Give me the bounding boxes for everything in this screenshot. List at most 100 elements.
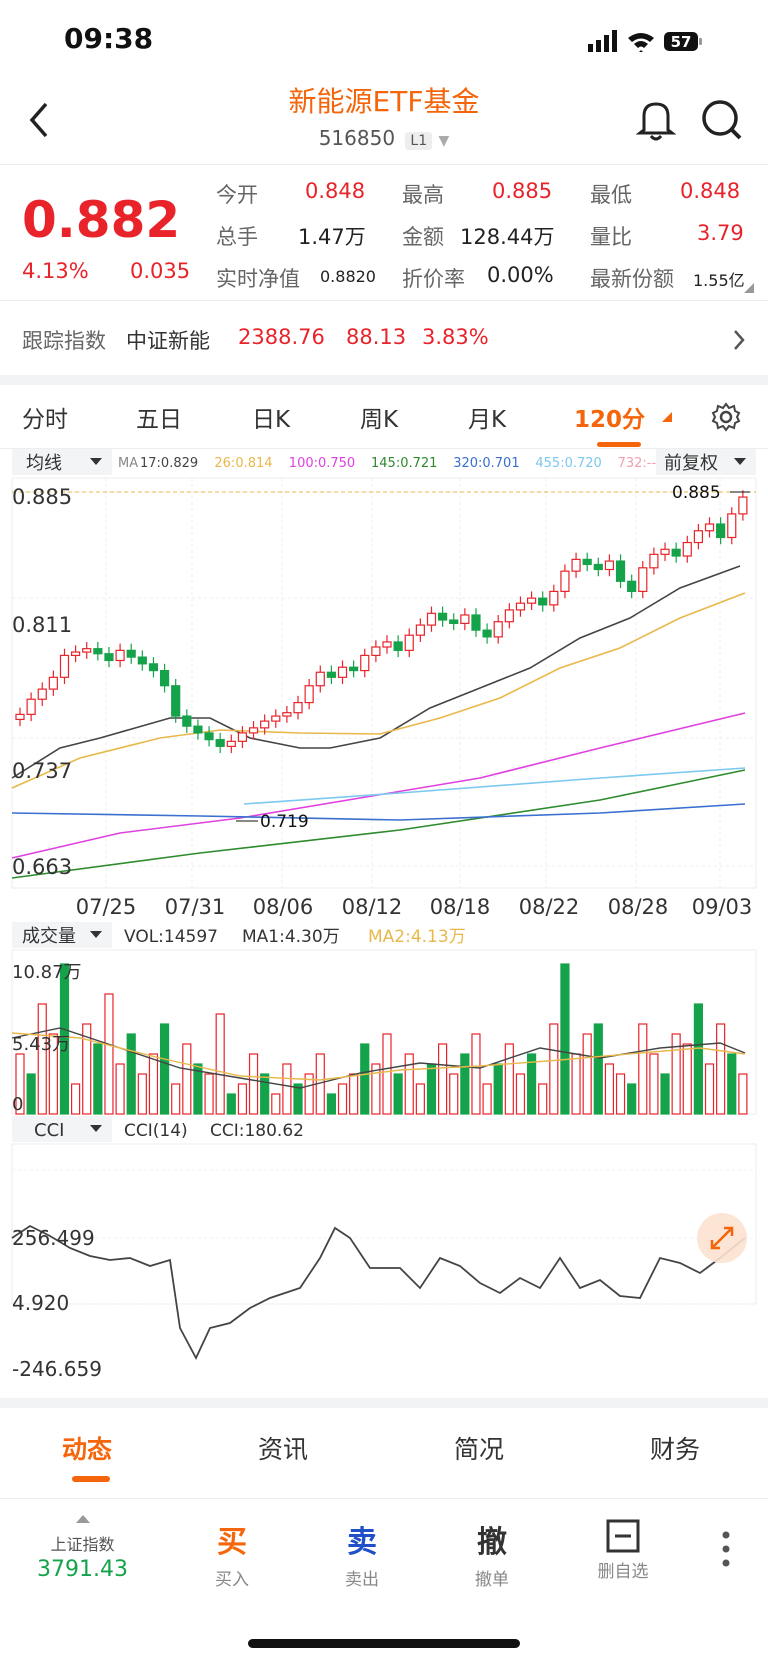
ma-legend-item: 26:0.814 <box>214 456 272 471</box>
tracking-index-name: 中证新能 <box>126 329 210 353</box>
volume-bar <box>604 1063 615 1115</box>
volume-bar <box>582 1033 592 1115</box>
volume-bar <box>59 963 70 1115</box>
high-value: 0.885 <box>492 179 553 203</box>
candle-body <box>493 621 503 638</box>
tab-five-day[interactable]: 五日 <box>136 407 182 433</box>
change-percent: 4.13% <box>22 259 89 283</box>
amount-label: 金额 <box>402 225 444 249</box>
volume-bar <box>649 1053 659 1115</box>
volume-bar <box>449 1073 459 1115</box>
ma-legend-item: 455:0.720 <box>535 456 601 471</box>
cci-value: CCI:180.62 <box>210 1121 304 1141</box>
volume-bar <box>716 1023 726 1115</box>
x-axis-label: 08/12 <box>342 895 403 919</box>
ma-legend-item: 145:0.721 <box>371 456 437 471</box>
bottom-toolbar: 上证指数 3791.43 买 买入 卖 卖出 撤 撤单 删自选 <box>0 1498 768 1664</box>
fund-code-row[interactable]: 516850 L1 ▼ <box>0 126 768 150</box>
buy-button[interactable]: 买 买入 <box>192 1517 272 1590</box>
volume-bar <box>171 1083 181 1115</box>
candle-body <box>627 580 637 592</box>
tab-intraday[interactable]: 分时 <box>22 407 68 433</box>
candle-body <box>71 651 81 657</box>
candle-body <box>37 688 47 700</box>
volume-ma1: MA1:4.30万 <box>242 927 340 947</box>
volume-value: 1.47万 <box>298 225 366 249</box>
tab-120min[interactable]: 120分 <box>574 407 646 433</box>
volume-y-max: 10.87万 <box>12 962 82 983</box>
back-icon[interactable] <box>26 100 52 140</box>
volume-bar <box>337 1083 348 1115</box>
tab-weekly[interactable]: 周K <box>360 407 399 433</box>
wifi-icon <box>628 33 654 52</box>
bell-icon[interactable] <box>636 98 676 142</box>
candle-body <box>382 641 392 648</box>
buy-label: 买入 <box>215 1570 249 1590</box>
volume-bar <box>682 1043 692 1115</box>
chevron-down-icon <box>90 931 102 938</box>
index-name[interactable]: 上证指数 <box>50 1535 115 1554</box>
tab-dynamics[interactable]: 动态 <box>62 1435 113 1464</box>
sell-icon: 卖 <box>347 1525 377 1560</box>
gear-icon[interactable] <box>711 402 741 432</box>
more-icon[interactable] <box>720 1529 732 1569</box>
quote-panel: 0.882 4.13% 0.035 今开 0.848 最高 0.885 最低 0… <box>0 165 768 300</box>
cci-name: CCI(14) <box>124 1121 188 1141</box>
kline-panel-frame <box>11 477 757 889</box>
candle-body <box>159 669 170 687</box>
sell-button[interactable]: 卖 卖出 <box>322 1517 402 1590</box>
low-label: 最低 <box>590 183 632 207</box>
candle-body <box>716 523 726 539</box>
candle-body <box>649 553 659 569</box>
volume-bar <box>293 1083 303 1115</box>
tracking-index-row[interactable]: 跟踪指数 中证新能 2388.76 88.13 3.83% <box>0 300 768 385</box>
fund-title: 新能源ETF基金 <box>288 85 480 118</box>
volume-bar <box>571 1053 581 1115</box>
tab-daily[interactable]: 日K <box>252 407 291 433</box>
ma-line <box>11 712 746 859</box>
remove-watchlist-button[interactable]: 删自选 <box>583 1517 663 1582</box>
index-value[interactable]: 3791.43 <box>37 1557 128 1582</box>
volume-bar <box>415 1083 425 1115</box>
candle-body <box>115 649 125 662</box>
tab-monthly[interactable]: 月K <box>468 407 507 433</box>
volume-bar <box>615 1073 626 1115</box>
y-axis-label: 0.737 <box>12 759 72 783</box>
discount-label: 折价率 <box>402 267 465 291</box>
tab-finance[interactable]: 财务 <box>650 1435 701 1464</box>
x-axis-label: 08/06 <box>253 895 314 919</box>
volume-bar <box>271 1093 281 1115</box>
candle-body <box>560 570 570 592</box>
expand-corner-icon[interactable] <box>744 283 754 293</box>
candle-body <box>671 548 681 557</box>
chart-area: 均线 MA 17:0.829 26:0.814 100:0.750 145:0.721… <box>0 448 768 1388</box>
ma-line <box>11 592 746 789</box>
volume-bar <box>660 1073 670 1115</box>
volume-bar <box>137 1073 147 1115</box>
clock: 09:38 <box>64 22 154 55</box>
cancel-order-button[interactable]: 撤 撤单 <box>452 1517 532 1590</box>
candle-body <box>304 685 314 704</box>
amount-value: 128.44万 <box>460 225 555 249</box>
buy-icon: 买 <box>217 1525 247 1560</box>
y-axis-label: 0.811 <box>12 613 72 637</box>
candle-body <box>293 701 303 714</box>
ma-legend-item: 320:0.701 <box>453 456 519 471</box>
tracking-change: 88.13 <box>346 325 407 349</box>
candle-body <box>26 698 36 715</box>
candle-body <box>515 602 526 611</box>
kline-chart[interactable]: 均线 MA 17:0.829 26:0.814 100:0.750 145:0.721… <box>0 448 768 1388</box>
volume-bar <box>26 1073 36 1115</box>
tab-profile[interactable]: 简况 <box>454 1435 505 1464</box>
candle-body <box>704 523 715 532</box>
nav-value: 0.8820 <box>320 267 376 286</box>
volume-bar <box>515 1073 526 1115</box>
candle-body <box>271 715 281 722</box>
search-icon[interactable] <box>700 98 744 142</box>
candle-body <box>326 671 336 678</box>
tab-news[interactable]: 资讯 <box>258 1435 309 1464</box>
adjust-selector: 前复权 <box>664 453 718 474</box>
candle-body <box>193 725 203 734</box>
candle-body <box>260 720 270 729</box>
corner-arrow-icon <box>662 412 672 422</box>
